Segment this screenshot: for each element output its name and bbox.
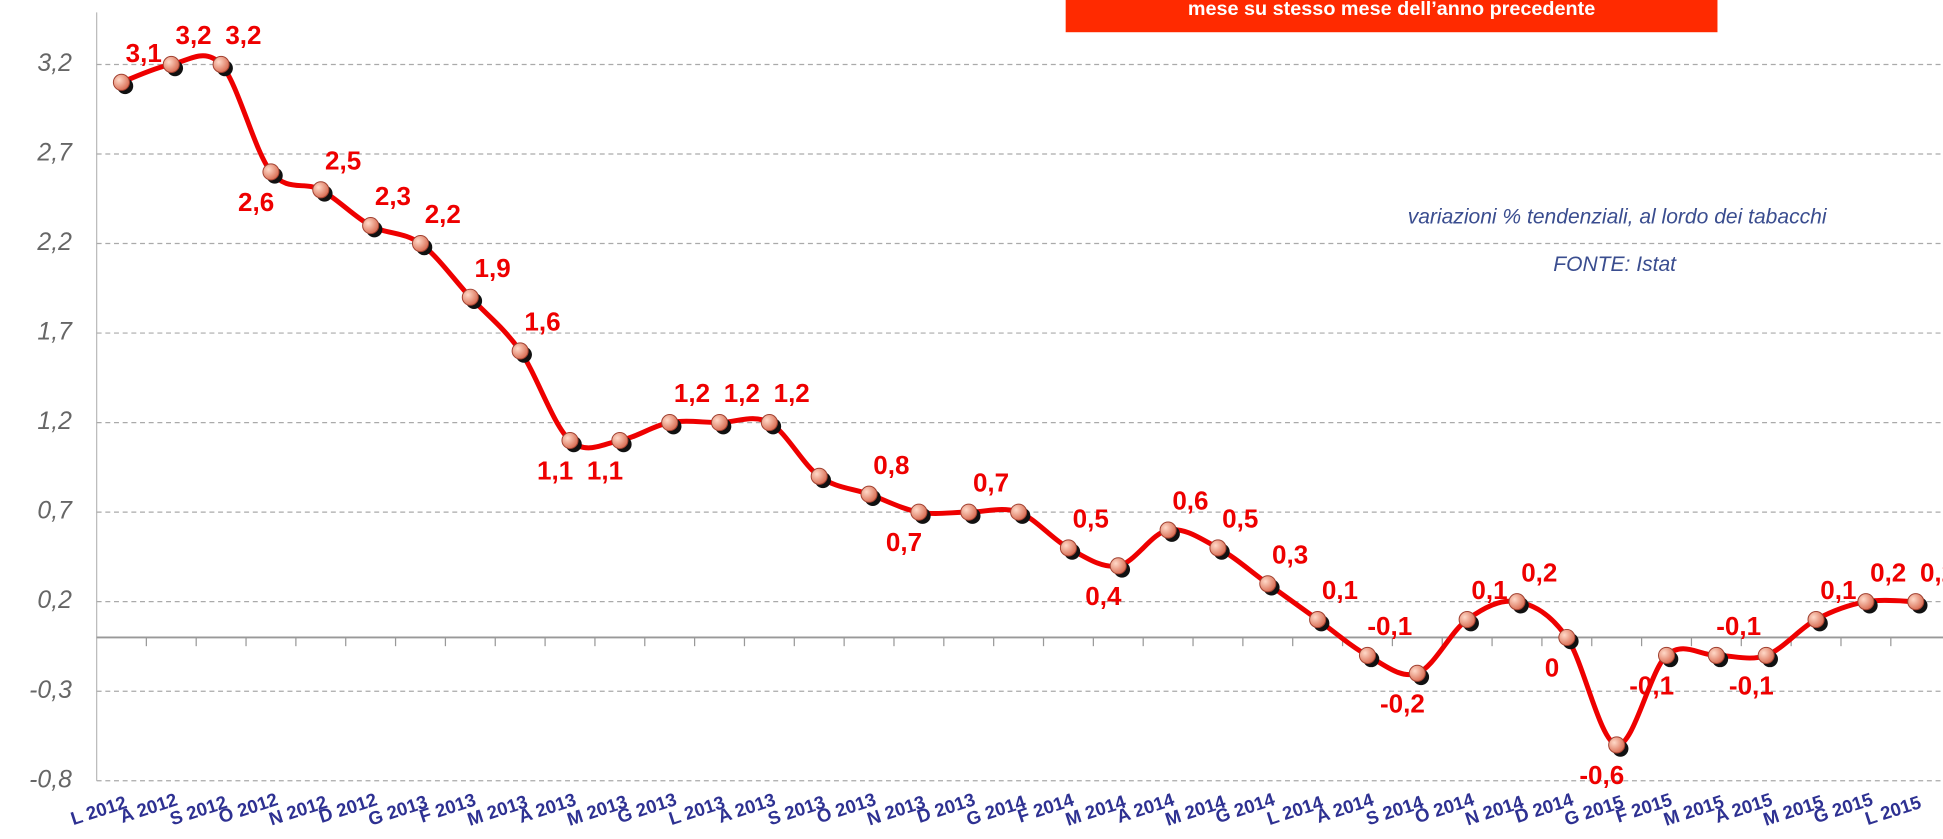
marker [1657,646,1676,664]
marker [162,55,180,73]
marker [1857,593,1875,611]
data-label: 0,1 [1322,575,1358,605]
data-label: 2,3 [375,181,411,211]
y-tick-label: -0,3 [29,677,72,704]
y-tick-label: 1,2 [37,408,72,435]
data-label: 1,2 [724,378,760,408]
data-label: 2,2 [425,199,461,229]
data-label: -0,6 [1579,760,1624,790]
marker [1558,628,1576,647]
y-tick-label: 2,7 [36,140,73,167]
data-label: 0,2 [1521,557,1557,587]
data-label: 1,1 [537,456,573,486]
y-tick-label: -0,8 [29,766,72,793]
marker [362,217,380,235]
marker [1458,611,1476,629]
data-label: 0,2 [1870,557,1906,587]
data-label: 0,7 [973,468,1009,498]
data-label: -0,1 [1629,670,1674,700]
marker [760,414,778,432]
marker [411,234,430,253]
marker [1358,646,1377,664]
data-label: 2,5 [325,145,361,175]
marker [960,503,978,521]
marker [860,485,878,503]
marker [1059,539,1077,557]
data-label: 0,6 [1172,486,1208,516]
annotation: FONTE: Istat [1553,253,1677,276]
data-label: 0,1 [1820,575,1856,605]
marker [611,431,629,450]
data-label: 0,3 [1272,539,1308,569]
marker [262,163,280,181]
marker [810,467,828,485]
data-label: -0,1 [1729,670,1774,700]
marker [710,414,729,432]
chart-title: mese su stesso mese dell’anno precedente [1188,0,1595,20]
marker [312,181,330,199]
data-label: -0,2 [1380,688,1425,718]
data-label: 3,1 [126,38,162,68]
y-tick-label: 1,7 [37,319,73,346]
title-box [1065,0,1718,33]
marker [661,414,679,432]
y-tick-label: 0,2 [37,587,72,614]
data-label: 0,2 [1920,557,1943,587]
marker [1259,575,1277,593]
data-label: 0,5 [1222,504,1258,534]
data-label: 0,4 [1085,581,1122,611]
marker [511,342,529,360]
data-label: 1,9 [475,253,511,283]
data-label: 3,2 [175,20,211,50]
data-label: 0,1 [1471,575,1507,605]
data-label: -0,1 [1716,611,1761,641]
data-label: 0,8 [873,450,909,480]
data-label: 1,2 [674,378,710,408]
line [120,53,1916,748]
y-tick-label: 3,2 [37,50,72,77]
data-label: 3,2 [225,20,261,50]
marker [1807,611,1825,629]
marker [1907,593,1925,611]
marker [1010,503,1028,521]
annotation: variazioni % tendenziali, al lordo dei t… [1408,206,1828,229]
marker [1508,593,1526,611]
marker [1159,521,1177,539]
data-label: 1,6 [524,307,560,337]
data-label: -0,1 [1367,611,1412,641]
data-label: 1,2 [774,378,810,408]
y-tick-label: 0,7 [37,498,73,525]
marker [212,55,230,73]
marker [112,73,130,91]
data-label: 1,1 [587,456,623,486]
marker [1109,557,1127,575]
marker [1757,646,1775,664]
y-tick-label: 2,2 [36,229,72,256]
marker [1608,736,1626,754]
data-label: 2,6 [238,187,274,217]
marker [561,431,579,450]
data-label: 0,5 [1073,504,1109,534]
marker [1309,611,1327,629]
data-label: 0 [1545,653,1559,683]
marker [461,288,479,306]
marker [1209,539,1227,557]
marker [1707,646,1725,664]
marker [1408,664,1426,682]
marker [910,503,928,521]
data-label: 0,7 [886,527,922,557]
